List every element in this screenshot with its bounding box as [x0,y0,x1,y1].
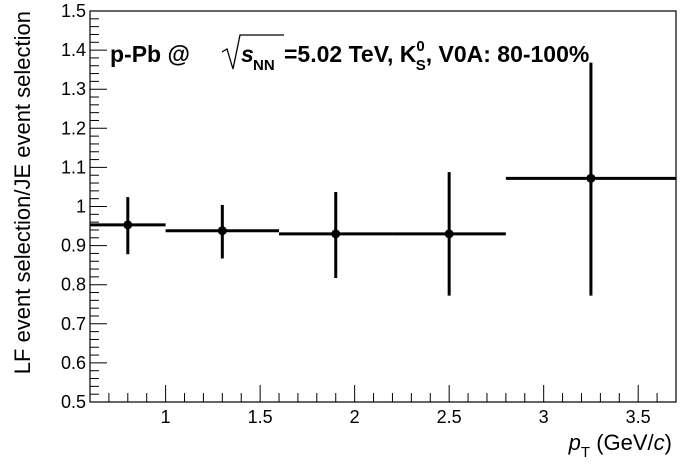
data-point [90,197,166,255]
y-tick-label: 0.9 [61,236,86,256]
x-tick-label: 3 [539,407,549,427]
y-tick-label: 1.3 [61,79,86,99]
y-tick-label: 1 [76,197,86,217]
x-title-unit-close: ) [665,430,672,455]
y-tick-label: 0.6 [61,353,86,373]
y-tick-label: 0.7 [61,314,86,334]
sqrt-subscript: NN [253,57,275,74]
point-marker [217,226,227,236]
y-tick-label: 1.4 [61,40,86,60]
x-axis-title: pT (GeV/c) [568,430,672,461]
point-marker [444,229,454,239]
sqrt-radical [221,34,284,70]
y-tick-label: 1.2 [61,118,86,138]
sqrt-variable: s [241,41,254,67]
annotation-suffix: , V0A: 80-100% [426,41,590,67]
plot-annotation-energy: =5.02 TeV, K0 S, V0A: 80-100% [284,38,589,74]
axis-ticks [89,10,677,403]
x-tick-label: 1 [161,407,171,427]
x-title-unit-var: c [654,430,665,455]
x-tick-label: 3.5 [626,407,651,427]
point-marker [331,229,341,239]
particle-superscript: 0 [416,38,424,55]
data-points [90,62,676,296]
x-title-var: p [568,430,581,455]
y-tick-label: 1.1 [61,157,86,177]
annotation-energy-text: =5.02 TeV, K [284,41,417,67]
y-tick-label: 0.5 [61,392,86,412]
data-point [505,62,676,296]
x-tick-label: 2 [350,407,360,427]
data-point [392,172,506,296]
point-marker [123,220,133,230]
y-tick-label: 1.5 [61,1,86,21]
point-marker [586,173,596,183]
x-tick-label: 1.5 [248,407,273,427]
y-tick-label: 0.8 [61,275,86,295]
data-point [165,204,280,259]
y-axis-title: LF event selection/JE event selection [10,11,35,374]
sqrt-symbol-icon: s NN [221,34,284,74]
plot-annotation: p-Pb @ [110,41,190,67]
particle-subscript: S [416,57,426,74]
data-point [279,192,393,279]
x-title-unit: (GeV/ [590,430,654,455]
plot-frame [89,10,677,403]
annotation-prefix: p-Pb @ [110,41,190,67]
x-title-sub: T [581,444,590,461]
x-tick-label: 2.5 [437,407,462,427]
tick-labels: 0.5 0.6 0.7 0.8 0.9 1 1.1 1.2 1.3 1.4 1.5 1 1.5 2 2.5 3… [61,1,651,427]
